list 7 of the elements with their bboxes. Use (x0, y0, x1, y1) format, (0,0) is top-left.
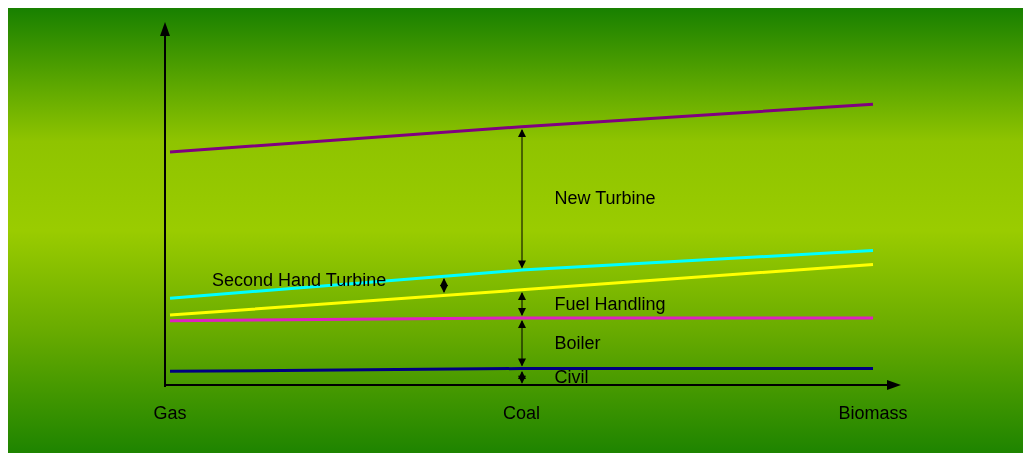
annotation: Boiler (554, 333, 601, 354)
x-tick-label: Gas (153, 403, 187, 424)
x-tick-label: Biomass (838, 403, 908, 424)
x-tick-label: Coal (502, 403, 541, 424)
annotation: Fuel Handling (554, 293, 666, 314)
annotation: New Turbine (554, 188, 656, 209)
annotation: Civil (554, 366, 589, 387)
